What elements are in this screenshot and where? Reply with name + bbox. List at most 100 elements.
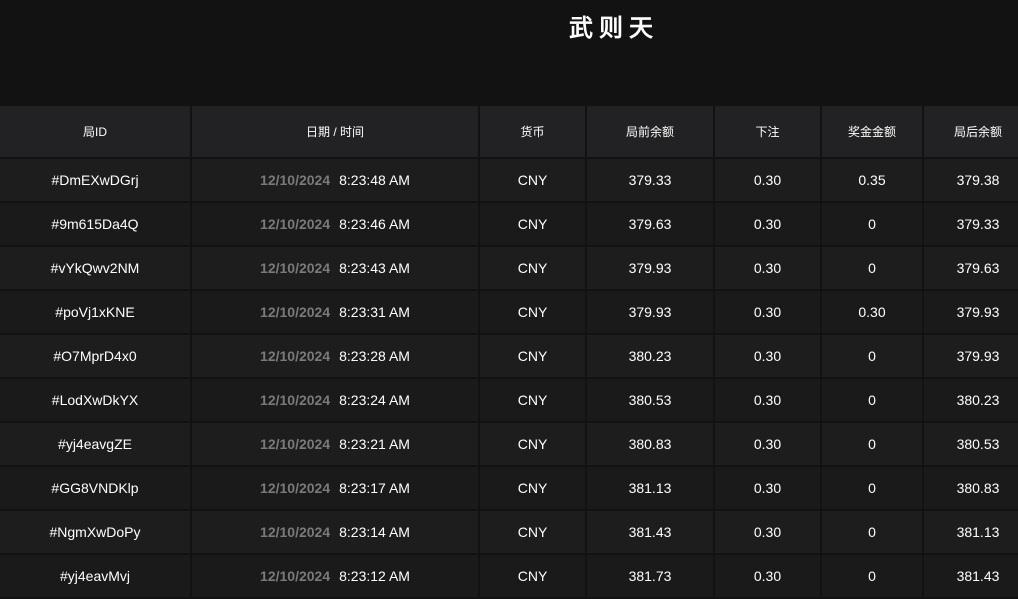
currency: CNY [480, 467, 585, 509]
col-round-id: 局ID [0, 106, 190, 157]
date: 12/10/2024 [260, 348, 331, 364]
balance-before: 380.83 [587, 423, 713, 465]
time: 8:23:31 AM [339, 304, 410, 320]
datetime: 12/10/2024 8:23:46 AM [192, 203, 478, 245]
table-row[interactable]: #GG8VNDKlp 12/10/2024 8:23:17 AM CNY 381.13 0… [0, 467, 1018, 509]
balance-after: 379.93 [924, 335, 1018, 377]
currency: CNY [480, 291, 585, 333]
round-id[interactable]: #yj4eavgZE [0, 423, 190, 465]
table-row[interactable]: #DmEXwDGrj 12/10/2024 8:23:48 AM CNY 379.33 0… [0, 159, 1018, 201]
balance-after: 381.43 [924, 555, 1018, 597]
win-amount: 0 [822, 555, 922, 597]
balance-before: 380.53 [587, 379, 713, 421]
win-amount: 0.30 [822, 291, 922, 333]
date: 12/10/2024 [260, 480, 331, 496]
time: 8:23:43 AM [339, 260, 410, 276]
game-title: 武则天 [569, 15, 659, 42]
currency: CNY [480, 379, 585, 421]
col-bet: 下注 [715, 106, 820, 157]
datetime: 12/10/2024 8:23:48 AM [192, 159, 478, 201]
balance-before: 379.93 [587, 247, 713, 289]
table-row[interactable]: #yj4eavgZE 12/10/2024 8:23:21 AM CNY 380.83 0… [0, 423, 1018, 465]
bet: 0.30 [715, 379, 820, 421]
bet: 0.30 [715, 555, 820, 597]
win-amount: 0 [822, 203, 922, 245]
balance-before: 380.23 [587, 335, 713, 377]
col-currency: 货币 [480, 106, 585, 157]
balance-after: 379.93 [924, 291, 1018, 333]
round-id[interactable]: #DmEXwDGrj [0, 159, 190, 201]
round-id[interactable]: #vYkQwv2NM [0, 247, 190, 289]
time: 8:23:24 AM [339, 392, 410, 408]
balance-after: 380.23 [924, 379, 1018, 421]
datetime: 12/10/2024 8:23:31 AM [192, 291, 478, 333]
time: 8:23:17 AM [339, 480, 410, 496]
win-amount: 0 [822, 379, 922, 421]
date: 12/10/2024 [260, 216, 331, 232]
datetime: 12/10/2024 8:23:12 AM [192, 555, 478, 597]
table-row[interactable]: #9m615Da4Q 12/10/2024 8:23:46 AM CNY 379.63 0… [0, 203, 1018, 245]
balance-before: 381.13 [587, 467, 713, 509]
balance-after: 379.38 [924, 159, 1018, 201]
title-bar: 武则天 [0, 0, 1018, 106]
time: 8:23:28 AM [339, 348, 410, 364]
datetime: 12/10/2024 8:23:14 AM [192, 511, 478, 553]
col-datetime: 日期 / 时间 [192, 106, 478, 157]
win-amount: 0 [822, 423, 922, 465]
table-row[interactable]: #LodXwDkYX 12/10/2024 8:23:24 AM CNY 380.53 0… [0, 379, 1018, 421]
bet: 0.30 [715, 467, 820, 509]
currency: CNY [480, 511, 585, 553]
bet: 0.30 [715, 335, 820, 377]
currency: CNY [480, 247, 585, 289]
col-win: 奖金金额 [822, 106, 922, 157]
win-amount: 0 [822, 335, 922, 377]
round-id[interactable]: #LodXwDkYX [0, 379, 190, 421]
date: 12/10/2024 [260, 568, 331, 584]
time: 8:23:12 AM [339, 568, 410, 584]
balance-before: 379.63 [587, 203, 713, 245]
balance-after: 380.83 [924, 467, 1018, 509]
balance-after: 380.53 [924, 423, 1018, 465]
balance-before: 381.43 [587, 511, 713, 553]
bet: 0.30 [715, 423, 820, 465]
bet: 0.30 [715, 247, 820, 289]
table-row[interactable]: #yj4eavMvj 12/10/2024 8:23:12 AM CNY 381.73 0… [0, 555, 1018, 597]
round-id[interactable]: #yj4eavMvj [0, 555, 190, 597]
time: 8:23:48 AM [339, 172, 410, 188]
date: 12/10/2024 [260, 260, 331, 276]
datetime: 12/10/2024 8:23:21 AM [192, 423, 478, 465]
currency: CNY [480, 159, 585, 201]
date: 12/10/2024 [260, 172, 331, 188]
col-balance-after: 局后余额 [924, 106, 1018, 157]
table-row[interactable]: #vYkQwv2NM 12/10/2024 8:23:43 AM CNY 379.93 0… [0, 247, 1018, 289]
round-id[interactable]: #9m615Da4Q [0, 203, 190, 245]
table-row[interactable]: #O7MprD4x0 12/10/2024 8:23:28 AM CNY 380.23 0… [0, 335, 1018, 377]
balance-after: 381.13 [924, 511, 1018, 553]
balance-after: 379.63 [924, 247, 1018, 289]
date: 12/10/2024 [260, 524, 331, 540]
currency: CNY [480, 555, 585, 597]
col-balance-before: 局前余额 [587, 106, 713, 157]
date: 12/10/2024 [260, 392, 331, 408]
currency: CNY [480, 203, 585, 245]
round-id[interactable]: #poVj1xKNE [0, 291, 190, 333]
balance-after: 379.33 [924, 203, 1018, 245]
datetime: 12/10/2024 8:23:24 AM [192, 379, 478, 421]
bet: 0.30 [715, 291, 820, 333]
round-id[interactable]: #O7MprD4x0 [0, 335, 190, 377]
table-row[interactable]: #NgmXwDoPy 12/10/2024 8:23:14 AM CNY 381.43 0… [0, 511, 1018, 553]
currency: CNY [480, 335, 585, 377]
balance-before: 379.93 [587, 291, 713, 333]
bet: 0.30 [715, 159, 820, 201]
history-table: 局ID 日期 / 时间 货币 局前余额 下注 奖金金额 局后余额 #DmEXwD… [0, 104, 1018, 599]
win-amount: 0 [822, 511, 922, 553]
round-id[interactable]: #GG8VNDKlp [0, 467, 190, 509]
win-amount: 0.35 [822, 159, 922, 201]
table-row[interactable]: #poVj1xKNE 12/10/2024 8:23:31 AM CNY 379.93 0… [0, 291, 1018, 333]
time: 8:23:21 AM [339, 436, 410, 452]
bet: 0.30 [715, 203, 820, 245]
table-header: 局ID 日期 / 时间 货币 局前余额 下注 奖金金额 局后余额 [0, 106, 1018, 157]
bet: 0.30 [715, 511, 820, 553]
balance-before: 379.33 [587, 159, 713, 201]
round-id[interactable]: #NgmXwDoPy [0, 511, 190, 553]
